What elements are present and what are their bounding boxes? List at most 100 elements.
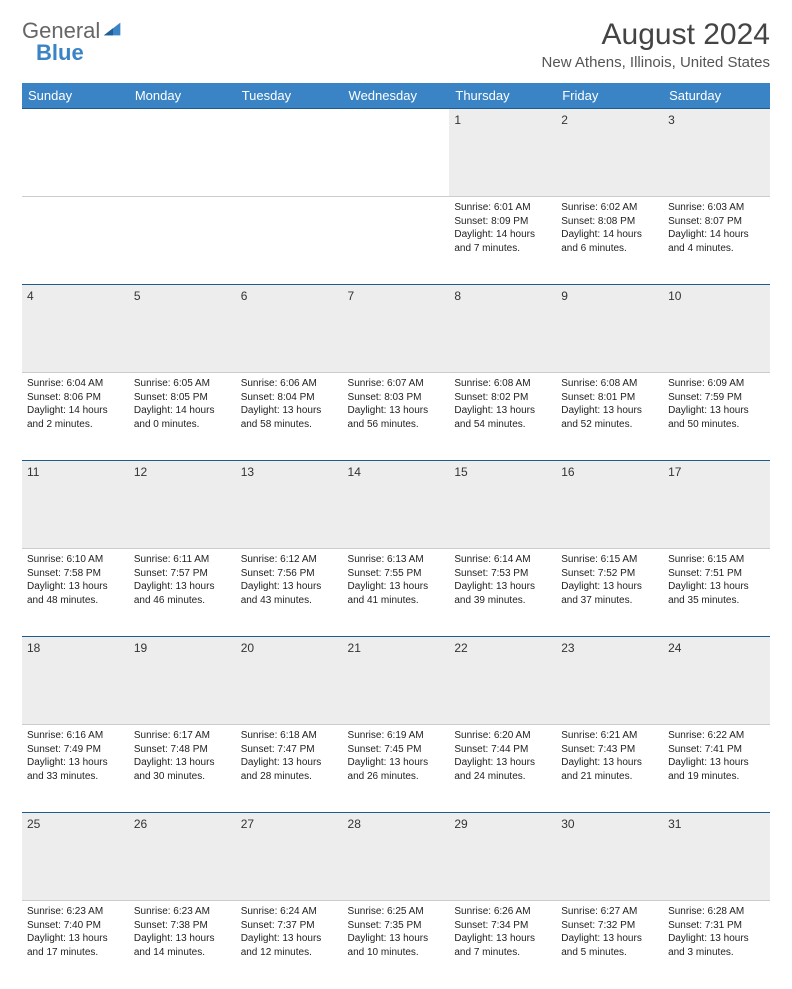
day-number: 29 xyxy=(449,813,556,901)
sunrise-text: Sunrise: 6:10 AM xyxy=(27,553,124,567)
sunset-text: Sunset: 7:40 PM xyxy=(27,919,124,933)
day-details: Sunrise: 6:16 AMSunset: 7:49 PMDaylight:… xyxy=(22,725,129,813)
daylight-text: Daylight: 13 hours xyxy=(454,404,551,418)
sunset-text: Sunset: 7:31 PM xyxy=(668,919,765,933)
daylight-text: Daylight: 13 hours xyxy=(561,580,658,594)
daylight-text: and 7 minutes. xyxy=(454,242,551,256)
day-details: Sunrise: 6:13 AMSunset: 7:55 PMDaylight:… xyxy=(343,549,450,637)
daylight-text: Daylight: 13 hours xyxy=(27,756,124,770)
daylight-text: Daylight: 13 hours xyxy=(241,404,338,418)
sunrise-text: Sunrise: 6:13 AM xyxy=(348,553,445,567)
daylight-text: and 10 minutes. xyxy=(348,946,445,960)
day-details: Sunrise: 6:06 AMSunset: 8:04 PMDaylight:… xyxy=(236,373,343,461)
day-number: 15 xyxy=(449,461,556,549)
sunrise-text: Sunrise: 6:12 AM xyxy=(241,553,338,567)
sunrise-text: Sunrise: 6:15 AM xyxy=(668,553,765,567)
sunrise-text: Sunrise: 6:08 AM xyxy=(454,377,551,391)
month-title: August 2024 xyxy=(542,18,770,52)
sunset-text: Sunset: 7:43 PM xyxy=(561,743,658,757)
daylight-text: Daylight: 13 hours xyxy=(27,932,124,946)
daylight-text: Daylight: 13 hours xyxy=(668,756,765,770)
day-number: 5 xyxy=(129,285,236,373)
day-details: Sunrise: 6:09 AMSunset: 7:59 PMDaylight:… xyxy=(663,373,770,461)
sunset-text: Sunset: 8:07 PM xyxy=(668,215,765,229)
daylight-text: Daylight: 13 hours xyxy=(668,580,765,594)
daylight-text: and 33 minutes. xyxy=(27,770,124,784)
sunrise-text: Sunrise: 6:08 AM xyxy=(561,377,658,391)
sunset-text: Sunset: 8:08 PM xyxy=(561,215,658,229)
sunset-text: Sunset: 7:52 PM xyxy=(561,567,658,581)
day-number: 14 xyxy=(343,461,450,549)
daylight-text: Daylight: 13 hours xyxy=(134,756,231,770)
sunset-text: Sunset: 7:57 PM xyxy=(134,567,231,581)
sunset-text: Sunset: 7:51 PM xyxy=(668,567,765,581)
day-details: Sunrise: 6:08 AMSunset: 8:01 PMDaylight:… xyxy=(556,373,663,461)
daylight-text: and 46 minutes. xyxy=(134,594,231,608)
day-details: Sunrise: 6:19 AMSunset: 7:45 PMDaylight:… xyxy=(343,725,450,813)
sunrise-text: Sunrise: 6:28 AM xyxy=(668,905,765,919)
daylight-text: and 14 minutes. xyxy=(134,946,231,960)
sunrise-text: Sunrise: 6:16 AM xyxy=(27,729,124,743)
daylight-text: and 7 minutes. xyxy=(454,946,551,960)
day-details: Sunrise: 6:20 AMSunset: 7:44 PMDaylight:… xyxy=(449,725,556,813)
day-details: Sunrise: 6:25 AMSunset: 7:35 PMDaylight:… xyxy=(343,901,450,989)
day-header-tuesday: Tuesday xyxy=(236,83,343,109)
day-details: Sunrise: 6:21 AMSunset: 7:43 PMDaylight:… xyxy=(556,725,663,813)
day-details: Sunrise: 6:15 AMSunset: 7:52 PMDaylight:… xyxy=(556,549,663,637)
daylight-text: Daylight: 13 hours xyxy=(241,580,338,594)
day-header-monday: Monday xyxy=(129,83,236,109)
daylight-text: and 37 minutes. xyxy=(561,594,658,608)
day-details: Sunrise: 6:23 AMSunset: 7:38 PMDaylight:… xyxy=(129,901,236,989)
day-details: Sunrise: 6:04 AMSunset: 8:06 PMDaylight:… xyxy=(22,373,129,461)
sunset-text: Sunset: 7:45 PM xyxy=(348,743,445,757)
daylight-text: and 12 minutes. xyxy=(241,946,338,960)
daylight-text: and 58 minutes. xyxy=(241,418,338,432)
day-details: Sunrise: 6:26 AMSunset: 7:34 PMDaylight:… xyxy=(449,901,556,989)
day-number: 26 xyxy=(129,813,236,901)
daylight-text: and 48 minutes. xyxy=(27,594,124,608)
sunrise-text: Sunrise: 6:04 AM xyxy=(27,377,124,391)
day-number: 13 xyxy=(236,461,343,549)
day-number: 10 xyxy=(663,285,770,373)
daylight-text: and 3 minutes. xyxy=(668,946,765,960)
empty-cell xyxy=(129,109,236,197)
daylight-text: Daylight: 14 hours xyxy=(454,228,551,242)
day-details: Sunrise: 6:23 AMSunset: 7:40 PMDaylight:… xyxy=(22,901,129,989)
day-details: Sunrise: 6:05 AMSunset: 8:05 PMDaylight:… xyxy=(129,373,236,461)
sunrise-text: Sunrise: 6:27 AM xyxy=(561,905,658,919)
sunrise-text: Sunrise: 6:05 AM xyxy=(134,377,231,391)
daylight-text: Daylight: 13 hours xyxy=(454,580,551,594)
daylight-text: and 50 minutes. xyxy=(668,418,765,432)
daylight-text: Daylight: 13 hours xyxy=(348,404,445,418)
day-details: Sunrise: 6:28 AMSunset: 7:31 PMDaylight:… xyxy=(663,901,770,989)
sunset-text: Sunset: 7:55 PM xyxy=(348,567,445,581)
empty-cell xyxy=(129,197,236,285)
day-details: Sunrise: 6:17 AMSunset: 7:48 PMDaylight:… xyxy=(129,725,236,813)
day-number: 28 xyxy=(343,813,450,901)
daylight-text: and 4 minutes. xyxy=(668,242,765,256)
daylight-text: Daylight: 13 hours xyxy=(668,404,765,418)
day-header-friday: Friday xyxy=(556,83,663,109)
daylight-text: and 30 minutes. xyxy=(134,770,231,784)
day-details: Sunrise: 6:27 AMSunset: 7:32 PMDaylight:… xyxy=(556,901,663,989)
title-block: August 2024 New Athens, Illinois, United… xyxy=(542,18,770,71)
day-details: Sunrise: 6:24 AMSunset: 7:37 PMDaylight:… xyxy=(236,901,343,989)
day-number: 4 xyxy=(22,285,129,373)
sunrise-text: Sunrise: 6:15 AM xyxy=(561,553,658,567)
daylight-text: Daylight: 13 hours xyxy=(561,404,658,418)
day-details: Sunrise: 6:11 AMSunset: 7:57 PMDaylight:… xyxy=(129,549,236,637)
empty-cell xyxy=(22,197,129,285)
sunrise-text: Sunrise: 6:23 AM xyxy=(134,905,231,919)
sunset-text: Sunset: 8:06 PM xyxy=(27,391,124,405)
daylight-text: Daylight: 13 hours xyxy=(348,580,445,594)
sunrise-text: Sunrise: 6:02 AM xyxy=(561,201,658,215)
day-details: Sunrise: 6:01 AMSunset: 8:09 PMDaylight:… xyxy=(449,197,556,285)
day-number: 3 xyxy=(663,109,770,197)
empty-cell xyxy=(236,109,343,197)
sunrise-text: Sunrise: 6:21 AM xyxy=(561,729,658,743)
daylight-text: and 26 minutes. xyxy=(348,770,445,784)
daylight-text: Daylight: 13 hours xyxy=(454,932,551,946)
sunrise-text: Sunrise: 6:20 AM xyxy=(454,729,551,743)
daylight-text: and 52 minutes. xyxy=(561,418,658,432)
sunset-text: Sunset: 7:56 PM xyxy=(241,567,338,581)
